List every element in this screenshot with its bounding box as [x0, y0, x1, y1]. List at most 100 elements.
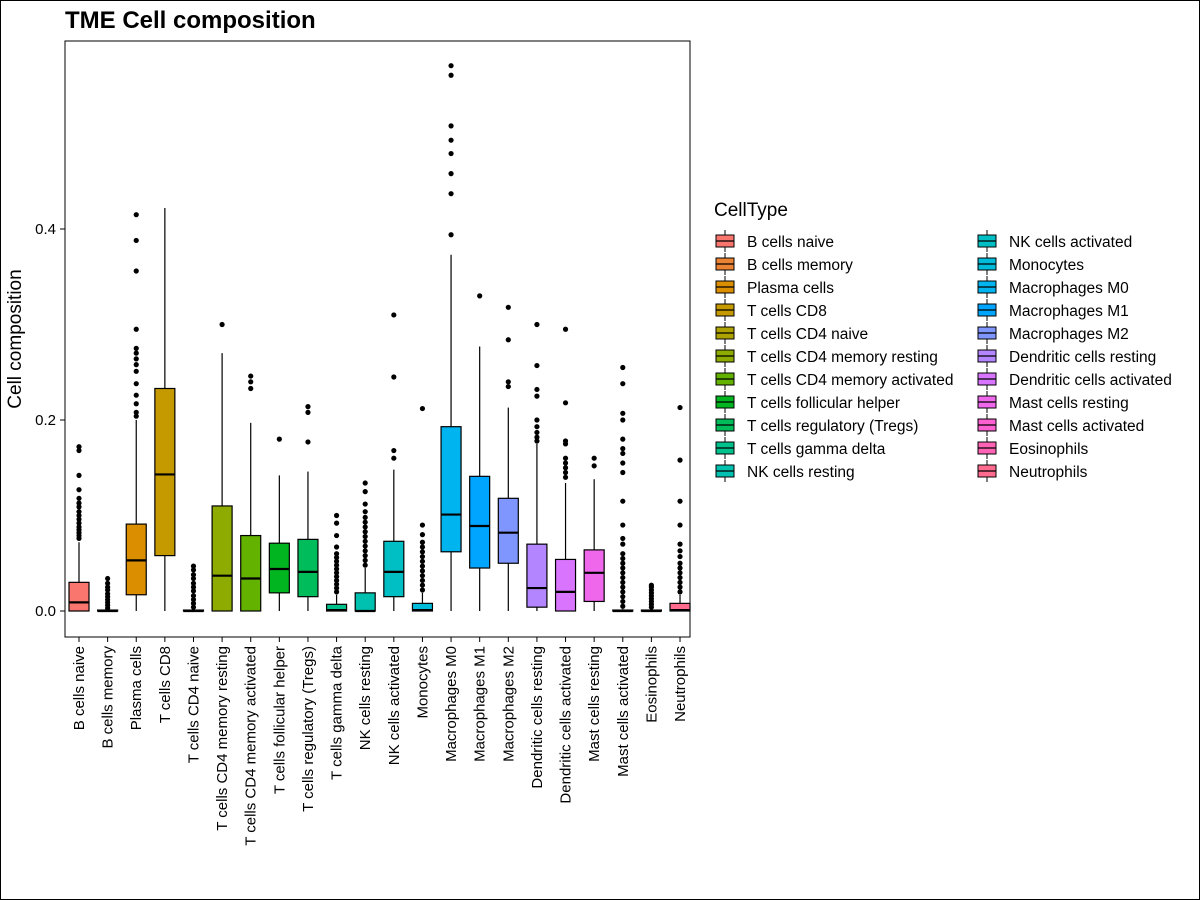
outlier-point	[190, 584, 197, 590]
box-iqr	[583, 549, 605, 603]
outlier-point	[362, 480, 368, 486]
box-t-cells-cd4-memory-activated	[240, 373, 262, 612]
outlier-point	[190, 563, 197, 569]
outlier-point	[419, 522, 426, 528]
outlier-point	[620, 417, 626, 423]
outlier-point	[620, 410, 626, 416]
outlier-point	[333, 532, 340, 539]
x-tick-label: T cells CD4 memory resting	[214, 646, 231, 831]
legend-label: Dendritic cells resting	[1009, 349, 1156, 366]
legend-label: T cells CD4 memory resting	[747, 349, 938, 366]
outlier-point	[333, 562, 340, 568]
legend-label: Eosinophils	[1009, 441, 1089, 458]
outlier-point	[534, 393, 540, 399]
outlier-point	[419, 558, 426, 564]
outlier-point	[677, 541, 683, 547]
outlier-point	[677, 574, 683, 581]
box-iqr	[154, 387, 176, 557]
outlier-point	[620, 460, 626, 466]
box-t-cells-regulatory-tregs-	[297, 404, 319, 611]
legend-label: Macrophages M2	[1009, 326, 1129, 343]
x-tick-label: Mast cells resting	[586, 646, 603, 762]
box-t-cells-cd4-naive	[182, 563, 205, 613]
outlier-point	[419, 539, 426, 545]
legend-label: B cells naive	[747, 234, 834, 251]
legend-item: T cells gamma delta	[715, 437, 886, 459]
outlier-point	[562, 474, 569, 480]
outlier-point	[133, 368, 139, 374]
outlier-point	[391, 455, 397, 461]
outlier-point	[620, 570, 626, 576]
outlier-point	[620, 522, 626, 528]
outlier-point	[448, 63, 454, 69]
x-tick-label: Mast cells activated	[615, 646, 632, 777]
outlier-point	[419, 573, 426, 579]
outlier-point	[333, 558, 340, 564]
chart-title: TME Cell composition	[65, 7, 316, 34]
outlier-point	[620, 579, 626, 585]
box-dendritic-cells-activated	[554, 326, 577, 612]
outlier-point	[562, 455, 569, 461]
outlier-point	[534, 362, 540, 369]
outlier-point	[76, 524, 82, 530]
outlier-point	[419, 544, 426, 550]
legend-item: Macrophages M1	[977, 299, 1129, 321]
outlier-point	[562, 469, 569, 476]
box-iqr	[440, 426, 462, 553]
legend-label: Macrophages M1	[1009, 303, 1129, 320]
legend-item: B cells memory	[715, 253, 853, 275]
x-tick-label: Dendritic cells activated	[558, 646, 575, 804]
outlier-point	[677, 548, 683, 554]
outlier-point	[620, 560, 626, 566]
box-macrophages-m2	[497, 304, 519, 611]
outlier-point	[419, 553, 426, 560]
outlier-point	[448, 123, 454, 129]
x-tick-label: Dendritic cells resting	[529, 646, 546, 789]
outlier-point	[677, 522, 683, 528]
legend-label: T cells CD8	[747, 303, 827, 320]
boxes	[68, 63, 691, 613]
outlier-point	[333, 551, 340, 557]
outlier-point	[620, 603, 626, 609]
x-tick-label: T cells regulatory (Tregs)	[300, 646, 317, 812]
outlier-point	[76, 512, 82, 519]
legend-label: NK cells activated	[1009, 234, 1132, 251]
x-tick-label: B cells naive	[71, 646, 88, 730]
outlier-point	[391, 312, 397, 318]
outlier-point	[190, 600, 197, 606]
legend-label: Plasma cells	[747, 280, 834, 297]
outlier-point	[333, 589, 340, 595]
outlier-point	[620, 541, 626, 547]
legend-item: Mast cells activated	[977, 414, 1144, 436]
legend-item: T cells CD4 memory resting	[715, 345, 938, 367]
outlier-point	[620, 594, 626, 600]
outlier-point	[562, 438, 569, 444]
legend-label: T cells regulatory (Tregs)	[747, 418, 918, 435]
x-tick-label: Macrophages M1	[472, 646, 489, 762]
box-plasma-cells	[125, 212, 147, 611]
outlier-point	[133, 268, 139, 274]
outlier-point	[76, 516, 82, 522]
outlier-point	[362, 548, 368, 554]
outlier-point	[333, 585, 340, 591]
outlier-point	[620, 555, 626, 562]
outlier-point	[362, 533, 368, 540]
outlier-point	[305, 409, 311, 415]
outlier-point	[76, 444, 82, 450]
outlier-point	[677, 589, 683, 595]
outlier-point	[620, 364, 626, 371]
outlier-point	[448, 171, 454, 177]
box-iqr	[526, 543, 548, 608]
outlier-point	[105, 591, 111, 597]
box-eosinophils	[640, 582, 663, 613]
box-iqr	[240, 534, 262, 612]
box-b-cells-memory	[97, 575, 119, 613]
x-tick-label: NK cells activated	[386, 646, 403, 765]
box-iqr	[554, 558, 577, 612]
box-iqr	[383, 540, 405, 598]
outlier-point	[677, 584, 683, 590]
outlier-point	[620, 584, 626, 590]
outlier-point	[477, 293, 483, 299]
outlier-point	[534, 386, 540, 393]
outlier-point	[620, 535, 626, 542]
